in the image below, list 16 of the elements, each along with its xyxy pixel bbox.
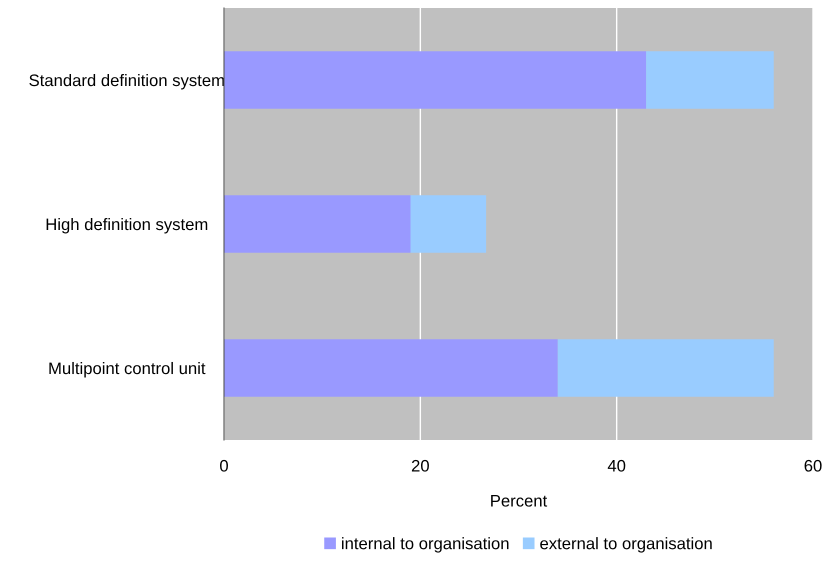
legend-label: external to organisation xyxy=(540,537,712,553)
bar xyxy=(224,195,411,253)
x-tick-label: 0 xyxy=(220,460,228,472)
bar xyxy=(224,51,646,109)
x-axis-title: Percent xyxy=(491,495,548,507)
bar xyxy=(410,195,486,253)
x-tick-label: 40 xyxy=(608,460,626,472)
x-tick-label: 60 xyxy=(804,460,822,472)
x-tick-label: 20 xyxy=(412,460,429,472)
y-tick-label: High definition system xyxy=(46,218,208,234)
y-tick-label: Multipoint control unit xyxy=(49,362,206,378)
legend-label: internal to organisation xyxy=(342,537,508,553)
y-tick-label: Standard definition system xyxy=(29,74,224,90)
bar xyxy=(646,51,774,109)
bar xyxy=(224,339,558,397)
bar xyxy=(558,339,774,397)
